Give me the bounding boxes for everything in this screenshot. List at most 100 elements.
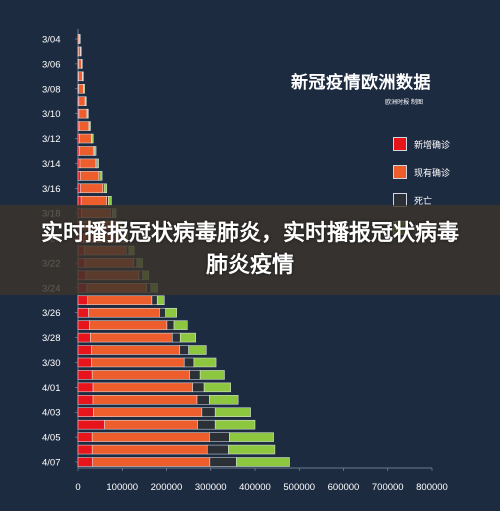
y-tick-label: 3/08	[42, 84, 61, 95]
bar-segment-active-confirmed	[78, 71, 83, 82]
y-tick-label: 3/12	[42, 134, 61, 145]
bar-segment-active-confirmed	[78, 59, 82, 69]
bar-segment-new-confirmed	[77, 382, 94, 393]
title-block: 新冠疫情欧洲数据 欧洲时报 制图	[291, 68, 431, 106]
y-tick-label: 3/10	[42, 109, 61, 120]
bar-segment-deaths	[209, 432, 230, 442]
bar-segment-recovered	[89, 121, 91, 131]
bar-segment-new-confirmed	[77, 307, 89, 318]
bar-segment-recovered	[214, 419, 256, 430]
bar-segment-recovered	[193, 357, 217, 368]
bar-segment-recovered	[165, 307, 177, 318]
legend-item-new-confirmed: 新增确诊	[393, 136, 450, 152]
bar-segment-recovered	[236, 457, 290, 467]
bar-segment-active-confirmed	[80, 196, 108, 206]
y-tick-label: 3/16	[42, 184, 61, 195]
y-tick-label: 4/03	[42, 408, 61, 419]
bar-segment-active-confirmed	[79, 133, 92, 144]
headline-text: 实时播报冠状病毒肺炎，实时播报冠状病毒肺炎疫情	[40, 221, 459, 278]
bar-segment-deaths	[151, 295, 158, 306]
bar-segment-deaths	[192, 382, 205, 393]
x-tick-label: 0	[75, 482, 80, 493]
bar-segment-new-confirmed	[77, 444, 93, 455]
bar-segment-deaths	[209, 457, 237, 467]
bar-segment-new-confirmed	[77, 457, 93, 467]
legend-swatch-new-confirmed	[393, 137, 407, 151]
y-tick-label: 3/30	[42, 358, 61, 369]
bar-segment-active-confirmed	[79, 158, 97, 169]
bar-segment-new-confirmed	[77, 196, 82, 206]
bar-segment-recovered	[103, 183, 108, 194]
x-tick-label: 300000	[195, 482, 227, 493]
y-tick-label: 3/28	[42, 333, 61, 344]
y-tick-label: 3/06	[42, 59, 61, 70]
bar-segment-new-confirmed	[77, 183, 81, 194]
bar-segment-active-confirmed	[78, 84, 84, 94]
y-tick-label: 3/26	[42, 308, 61, 319]
bar-segment-new-confirmed	[77, 395, 94, 405]
bar-segment-recovered	[214, 407, 251, 417]
bar-segment-new-confirmed	[77, 332, 91, 343]
bar-segment-deaths	[196, 395, 210, 405]
bar-segment-deaths	[206, 444, 229, 455]
bar-segment-deaths	[201, 407, 216, 417]
x-tick-label: 800000	[416, 482, 448, 493]
bar-segment-deaths	[189, 370, 201, 380]
bar-segment-active-confirmed	[79, 171, 100, 181]
y-tick-label: 4/05	[42, 433, 61, 444]
bar-segment-new-confirmed	[77, 407, 94, 417]
bar-segment-recovered	[108, 196, 112, 206]
bar-segment-recovered	[228, 444, 276, 455]
x-tick-label: 100000	[106, 482, 138, 493]
bar-segment-active-confirmed	[92, 395, 198, 405]
bar-segment-active-confirmed	[91, 370, 190, 380]
legend-label: 新增确诊	[414, 140, 451, 151]
bar-segment-deaths	[179, 345, 189, 355]
bar-segment-recovered	[99, 171, 103, 181]
legend-label: 现有确诊	[414, 168, 451, 179]
bar-segment-active-confirmed	[93, 407, 203, 417]
bar-segment-recovered	[188, 345, 207, 355]
bar-segment-recovered	[96, 158, 99, 169]
x-tick-label: 600000	[328, 482, 360, 493]
bar-segment-recovered	[79, 34, 81, 44]
bar-segment-active-confirmed	[91, 345, 181, 355]
bar-segment-active-confirmed	[78, 121, 90, 131]
bar-segment-active-confirmed	[80, 183, 104, 194]
bar-segment-recovered	[80, 46, 82, 57]
chart-title: 新冠疫情欧洲数据	[291, 73, 431, 93]
bar-segment-active-confirmed	[87, 295, 153, 306]
y-tick-label: 3/14	[42, 159, 61, 170]
legend-item-active-confirmed: 现有确诊	[393, 164, 450, 180]
bar-segment-recovered	[83, 84, 85, 94]
bar-segment-new-confirmed	[77, 345, 92, 355]
x-tick-label: 700000	[372, 482, 404, 493]
bar-segment-recovered	[82, 71, 84, 82]
bar-segment-active-confirmed	[104, 419, 198, 430]
bar-segment-new-confirmed	[77, 295, 88, 306]
y-tick-label: 4/07	[42, 458, 61, 469]
x-tick-label: 400000	[239, 482, 271, 493]
bar-segment-deaths	[197, 419, 216, 430]
bar-segment-recovered	[199, 370, 225, 380]
bar-segment-new-confirmed	[77, 357, 92, 368]
bar-segment-active-confirmed	[78, 46, 81, 57]
bar-segment-recovered	[179, 332, 196, 343]
x-tick-label: 500000	[283, 482, 315, 493]
bar-segment-deaths	[183, 357, 195, 368]
legend-swatch-active-confirmed	[393, 165, 407, 179]
bar-segment-recovered	[229, 432, 274, 442]
bar-segment-active-confirmed	[91, 432, 210, 442]
y-tick-label: 3/04	[42, 35, 61, 46]
x-tick-label: 200000	[151, 482, 183, 493]
bar-segment-active-confirmed	[92, 382, 193, 393]
bar-segment-active-confirmed	[78, 96, 86, 106]
bar-segment-active-confirmed	[88, 307, 160, 318]
bar-segment-active-confirmed	[92, 457, 211, 467]
bar-segment-active-confirmed	[78, 108, 88, 119]
bar-segment-new-confirmed	[77, 432, 93, 442]
bar-segment-new-confirmed	[77, 320, 90, 330]
bar-segment-recovered	[209, 395, 239, 405]
bar-segment-active-confirmed	[91, 444, 208, 455]
bar-segment-active-confirmed	[79, 146, 94, 156]
